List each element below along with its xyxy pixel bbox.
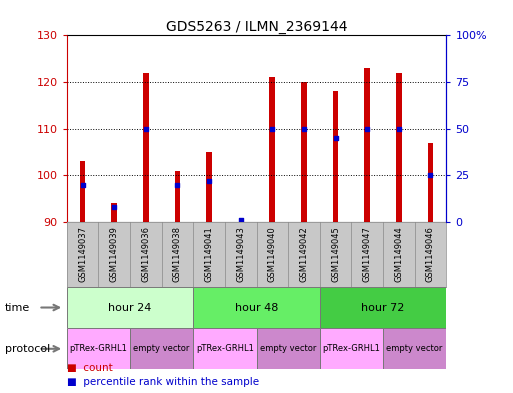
Bar [320,328,383,369]
Text: hour 48: hour 48 [235,303,278,312]
Text: GSM1149043: GSM1149043 [236,226,245,283]
Text: ■  percentile rank within the sample: ■ percentile rank within the sample [67,377,259,387]
Text: GSM1149044: GSM1149044 [394,227,403,282]
Text: time: time [5,303,30,312]
Bar [206,152,212,222]
Text: GSM1149039: GSM1149039 [110,226,119,283]
Bar [301,82,307,222]
Text: GSM1149037: GSM1149037 [78,226,87,283]
Text: pTRex-GRHL1: pTRex-GRHL1 [196,344,254,353]
Point [78,182,87,188]
Text: ■  count: ■ count [67,364,112,373]
Bar [383,328,446,369]
Point [236,217,245,223]
Text: GSM1149041: GSM1149041 [205,227,213,282]
Title: GDS5263 / ILMN_2369144: GDS5263 / ILMN_2369144 [166,20,347,34]
Bar [320,287,446,328]
Bar [67,287,193,328]
Text: GSM1149038: GSM1149038 [173,226,182,283]
Bar [364,68,370,222]
Bar [174,171,180,222]
Text: GSM1149045: GSM1149045 [331,227,340,282]
Text: hour 72: hour 72 [361,303,405,312]
Point [394,125,403,132]
Text: protocol: protocol [5,344,50,354]
Point [268,125,277,132]
Point [110,204,118,210]
Bar [193,287,320,328]
Point [363,125,371,132]
Bar [67,328,130,369]
Text: empty vector: empty vector [133,344,190,353]
Text: empty vector: empty vector [386,344,443,353]
Bar [256,328,320,369]
Bar [193,328,256,369]
Text: hour 24: hour 24 [108,303,152,312]
Point [173,182,182,188]
Text: pTRex-GRHL1: pTRex-GRHL1 [69,344,127,353]
Text: GSM1149042: GSM1149042 [300,227,308,282]
Bar [333,91,339,222]
Point [426,172,435,178]
Point [142,125,150,132]
Bar [396,73,402,222]
Text: GSM1149036: GSM1149036 [141,226,150,283]
Bar [80,162,85,222]
Bar [130,328,193,369]
Text: GSM1149047: GSM1149047 [363,226,372,283]
Text: pTRex-GRHL1: pTRex-GRHL1 [323,344,380,353]
Bar [143,73,149,222]
Text: empty vector: empty vector [260,344,317,353]
Bar [428,143,433,222]
Text: GSM1149040: GSM1149040 [268,227,277,282]
Bar [111,203,117,222]
Text: GSM1149046: GSM1149046 [426,226,435,283]
Point [331,135,340,141]
Point [205,178,213,184]
Bar [269,77,275,222]
Point [300,125,308,132]
